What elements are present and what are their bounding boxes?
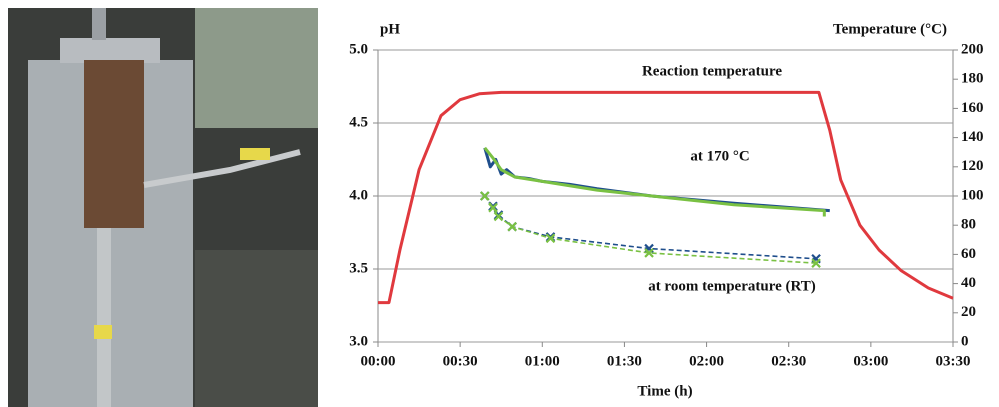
y2-tick-label: 0 — [961, 333, 969, 349]
y2-tick-label: 40 — [961, 275, 976, 291]
y2-tick-label: 60 — [961, 246, 976, 262]
photo-floor — [195, 250, 318, 407]
photo-tube — [97, 228, 111, 407]
annotation: at 170 °C — [690, 148, 749, 164]
annotation: Reaction temperature — [642, 63, 782, 79]
marker — [507, 221, 517, 232]
marker — [488, 202, 498, 213]
y2-axis-title: Temperature (°C) — [833, 21, 947, 37]
x-tick-label: 02:30 — [771, 353, 806, 369]
x-tick-label: 03:00 — [853, 353, 888, 369]
y-tick-label: 4.0 — [349, 187, 368, 203]
y2-tick-label: 180 — [961, 71, 984, 87]
x-tick-label: 00:30 — [443, 353, 478, 369]
y2-tick-label: 200 — [961, 41, 984, 57]
y2-tick-label: 120 — [961, 158, 984, 174]
y2-tick-label: 20 — [961, 304, 976, 320]
photo-wall — [195, 8, 318, 128]
series-line — [483, 146, 826, 217]
y2-tick-label: 100 — [961, 187, 984, 203]
y2-tick-label: 80 — [961, 217, 976, 233]
marker — [545, 233, 556, 244]
x-axis-title: Time (h) — [637, 383, 692, 399]
y-tick-label: 4.5 — [349, 114, 368, 130]
x-tick-label: 03:30 — [936, 353, 971, 369]
x-tick-label: 01:30 — [607, 353, 642, 369]
photo-cylinder — [84, 60, 144, 228]
y2-tick-label: 160 — [961, 100, 984, 116]
y-tick-label: 3.5 — [349, 260, 368, 276]
series-line — [378, 90, 954, 305]
marker — [493, 211, 504, 222]
marker — [644, 248, 654, 258]
x-tick-label: 01:00 — [525, 353, 560, 369]
photo-pipe — [143, 149, 301, 188]
y-tick-label: 5.0 — [349, 41, 368, 57]
x-tick-label: 02:00 — [689, 353, 724, 369]
marker — [811, 258, 821, 268]
y-tick-label: 3.0 — [349, 333, 368, 349]
y-axis-title: pH — [380, 21, 400, 37]
photo-label — [240, 148, 270, 160]
photo-label — [94, 325, 112, 339]
photo-lid — [60, 38, 160, 63]
x-tick-label: 00:00 — [361, 353, 396, 369]
photo — [8, 8, 318, 407]
marker — [480, 191, 490, 201]
y2-tick-label: 140 — [961, 129, 984, 145]
photo-rod — [92, 8, 106, 40]
annotation: at room temperature (RT) — [648, 278, 816, 294]
